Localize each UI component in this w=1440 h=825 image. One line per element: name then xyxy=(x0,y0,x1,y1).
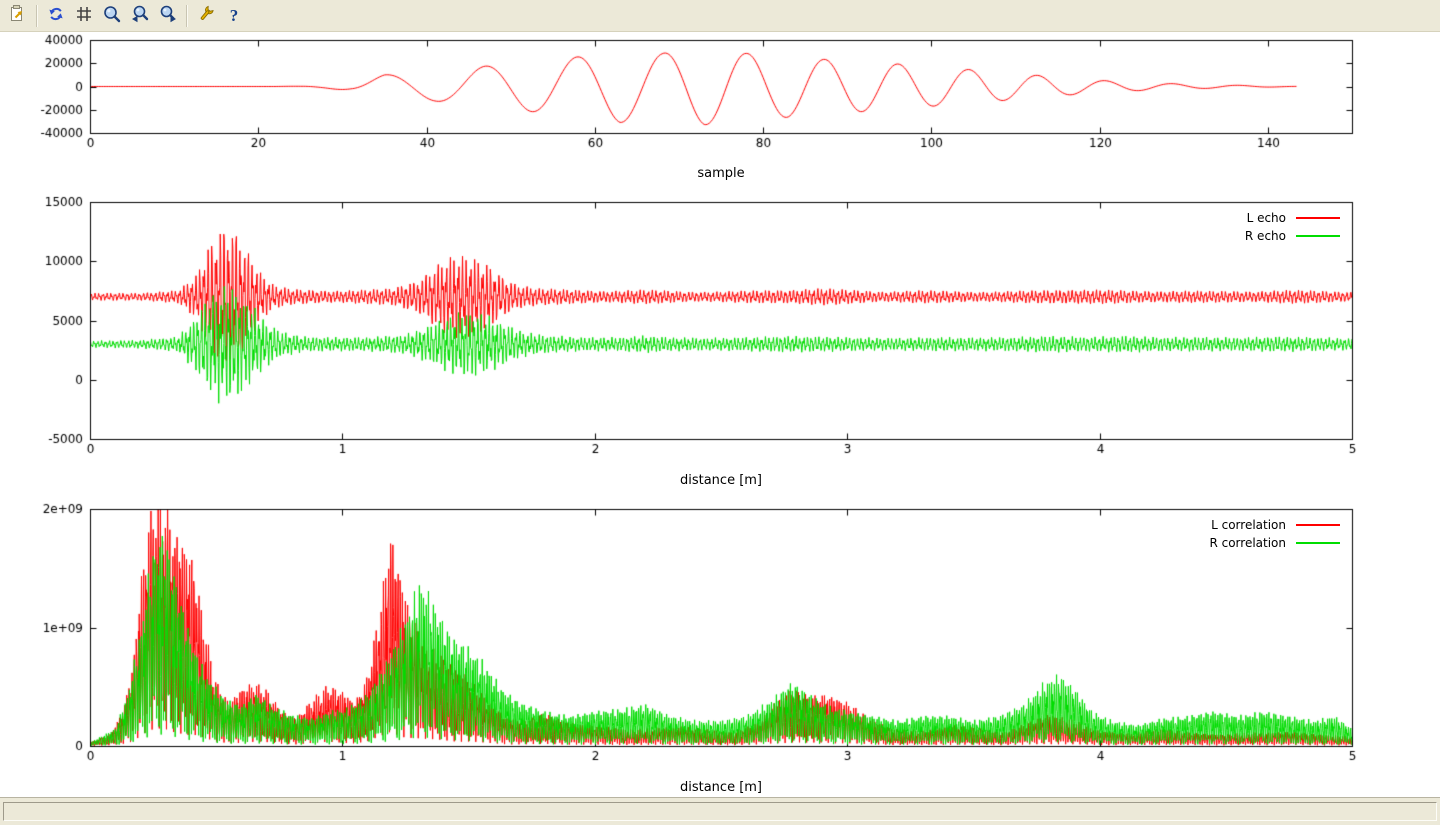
toolbar-separator xyxy=(36,5,38,27)
gnuplot-window: ? sample distance [m] distance [m] L ech… xyxy=(0,0,1440,825)
wrench-icon xyxy=(196,4,216,27)
plot-area: sample distance [m] distance [m] L echo … xyxy=(0,32,1440,797)
status-bar xyxy=(0,797,1440,825)
toolbar-separator xyxy=(186,5,188,27)
magnifier-previous-icon xyxy=(130,4,150,27)
toggle-grid-button[interactable] xyxy=(71,3,97,29)
configure-button[interactable] xyxy=(193,3,219,29)
zoom-next-button[interactable] xyxy=(155,3,181,29)
zoom-region-button[interactable] xyxy=(99,3,125,29)
clipboard-icon xyxy=(8,4,28,27)
plots-canvas[interactable] xyxy=(0,32,1440,797)
status-field xyxy=(3,802,1437,821)
refresh-icon xyxy=(46,4,66,27)
magnifier-icon xyxy=(102,4,122,27)
magnifier-next-icon xyxy=(158,4,178,27)
grid-icon xyxy=(74,4,94,27)
copy-to-clipboard-button[interactable] xyxy=(5,3,31,29)
help-button[interactable]: ? xyxy=(221,3,247,29)
zoom-previous-button[interactable] xyxy=(127,3,153,29)
help-icon: ? xyxy=(230,6,239,26)
toolbar: ? xyxy=(0,0,1440,32)
replot-button[interactable] xyxy=(43,3,69,29)
